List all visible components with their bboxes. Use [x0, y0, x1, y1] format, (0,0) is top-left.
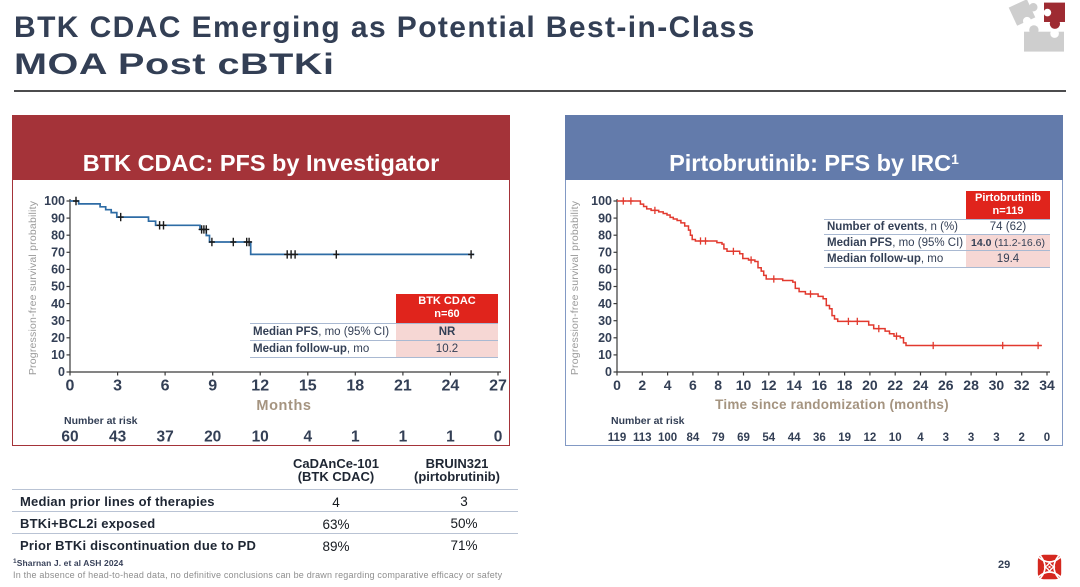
svg-text:12: 12	[761, 377, 777, 393]
svg-text:27: 27	[489, 378, 507, 395]
svg-text:54: 54	[762, 432, 775, 444]
svg-text:4: 4	[664, 377, 672, 393]
svg-text:8: 8	[714, 377, 722, 393]
svg-text:18: 18	[346, 378, 364, 395]
svg-text:20: 20	[862, 377, 878, 393]
svg-text:24: 24	[442, 378, 460, 395]
svg-text:20: 20	[204, 429, 221, 446]
svg-text:0: 0	[66, 378, 75, 395]
svg-text:100: 100	[591, 194, 612, 208]
svg-text:22: 22	[887, 377, 903, 393]
svg-text:30: 30	[989, 377, 1005, 393]
svg-text:60: 60	[61, 429, 78, 446]
svg-text:10: 10	[252, 429, 269, 446]
svg-text:44: 44	[788, 432, 801, 444]
svg-text:100: 100	[44, 194, 65, 208]
svg-text:18: 18	[837, 377, 853, 393]
svg-text:30: 30	[51, 314, 65, 328]
svg-text:20: 20	[598, 331, 612, 345]
svg-text:3: 3	[993, 432, 999, 444]
svg-text:0: 0	[1044, 432, 1050, 444]
svg-text:3: 3	[968, 432, 974, 444]
svg-text:12: 12	[251, 378, 269, 395]
svg-text:43: 43	[109, 429, 127, 446]
svg-text:60: 60	[598, 263, 612, 277]
svg-text:40: 40	[51, 297, 65, 311]
svg-text:15: 15	[299, 378, 317, 395]
svg-text:84: 84	[687, 432, 700, 444]
svg-text:3: 3	[943, 432, 949, 444]
svg-text:0: 0	[605, 365, 612, 379]
svg-text:28: 28	[963, 377, 979, 393]
svg-text:2: 2	[638, 377, 646, 393]
svg-text:3: 3	[113, 378, 122, 395]
svg-text:4: 4	[303, 429, 312, 446]
svg-text:21: 21	[394, 378, 412, 395]
svg-text:0: 0	[613, 377, 621, 393]
svg-text:90: 90	[598, 211, 612, 225]
svg-text:69: 69	[737, 432, 750, 444]
svg-text:16: 16	[812, 377, 828, 393]
svg-text:4: 4	[917, 432, 924, 444]
svg-text:10: 10	[51, 348, 65, 362]
svg-text:80: 80	[598, 228, 612, 242]
svg-text:1: 1	[351, 429, 360, 446]
svg-text:32: 32	[1014, 377, 1030, 393]
svg-text:19: 19	[838, 432, 851, 444]
svg-text:1: 1	[399, 429, 408, 446]
svg-text:20: 20	[51, 331, 65, 345]
svg-text:2: 2	[1018, 432, 1024, 444]
svg-text:10: 10	[889, 432, 902, 444]
svg-text:10: 10	[736, 377, 752, 393]
svg-text:79: 79	[712, 432, 725, 444]
svg-text:26: 26	[938, 377, 954, 393]
svg-text:0: 0	[494, 429, 503, 446]
svg-text:90: 90	[51, 211, 65, 225]
svg-text:24: 24	[913, 377, 929, 393]
svg-text:6: 6	[689, 377, 697, 393]
svg-text:Progression-free survival prob: Progression-free survival probability	[27, 200, 39, 375]
svg-text:0: 0	[58, 365, 65, 379]
svg-text:30: 30	[598, 314, 612, 328]
svg-text:Months: Months	[256, 398, 311, 414]
svg-text:Number at risk: Number at risk	[64, 415, 138, 427]
svg-text:70: 70	[51, 246, 65, 260]
svg-text:50: 50	[598, 280, 612, 294]
svg-text:70: 70	[598, 246, 612, 260]
svg-text:50: 50	[51, 280, 65, 294]
svg-text:Progression-free survival prob: Progression-free survival probability	[569, 200, 581, 375]
svg-text:6: 6	[161, 378, 170, 395]
svg-text:36: 36	[813, 432, 826, 444]
svg-text:12: 12	[864, 432, 877, 444]
svg-text:37: 37	[156, 429, 173, 446]
svg-text:119: 119	[608, 432, 627, 444]
svg-text:9: 9	[208, 378, 217, 395]
svg-text:113: 113	[633, 432, 652, 444]
svg-text:60: 60	[51, 263, 65, 277]
svg-text:100: 100	[658, 432, 677, 444]
svg-text:14: 14	[786, 377, 802, 393]
svg-text:Time since randomization (mont: Time since randomization (months)	[715, 397, 949, 412]
svg-text:Number at risk: Number at risk	[611, 415, 685, 427]
svg-text:10: 10	[598, 348, 612, 362]
svg-text:40: 40	[598, 297, 612, 311]
svg-text:1: 1	[446, 429, 455, 446]
svg-text:34: 34	[1039, 377, 1055, 393]
svg-text:80: 80	[51, 228, 65, 242]
